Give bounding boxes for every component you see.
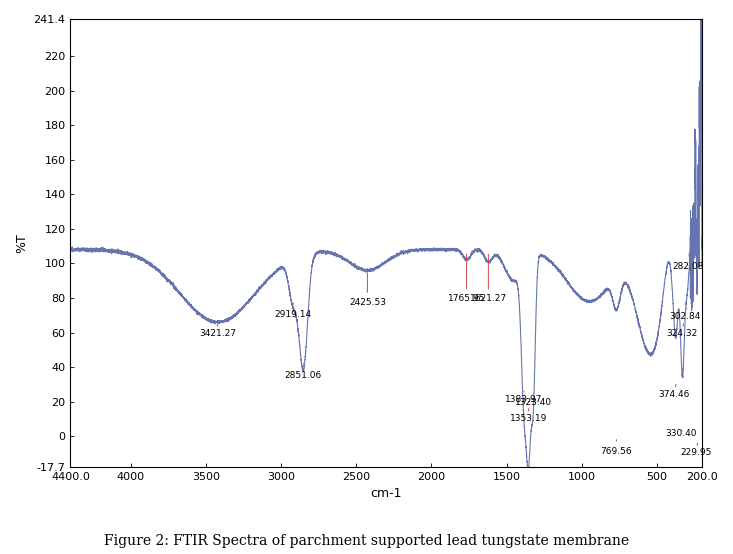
Text: 374.46: 374.46	[659, 384, 690, 398]
Text: 1323.40: 1323.40	[515, 395, 552, 407]
Text: 3421.27: 3421.27	[199, 324, 236, 338]
Text: 1353.19: 1353.19	[510, 408, 548, 423]
Text: 324.32: 324.32	[666, 324, 697, 338]
Text: 1383.97: 1383.97	[505, 391, 542, 404]
Text: 330.40: 330.40	[666, 429, 697, 438]
Text: 2425.53: 2425.53	[349, 273, 386, 307]
Text: Figure 2: FTIR Spectra of parchment supported lead tungstate membrane: Figure 2: FTIR Spectra of parchment supp…	[104, 535, 629, 548]
Y-axis label: %T: %T	[15, 233, 28, 253]
X-axis label: cm-1: cm-1	[370, 487, 402, 500]
Text: 282.08: 282.08	[672, 252, 704, 271]
Text: 1765.95: 1765.95	[448, 254, 485, 304]
Text: 229.95: 229.95	[680, 443, 712, 457]
Text: 2919.14: 2919.14	[275, 302, 312, 319]
Text: 302.84: 302.84	[669, 309, 701, 321]
Text: 769.56: 769.56	[600, 440, 633, 455]
Text: 1621.27: 1621.27	[470, 254, 507, 304]
Text: 2851.06: 2851.06	[284, 363, 322, 379]
